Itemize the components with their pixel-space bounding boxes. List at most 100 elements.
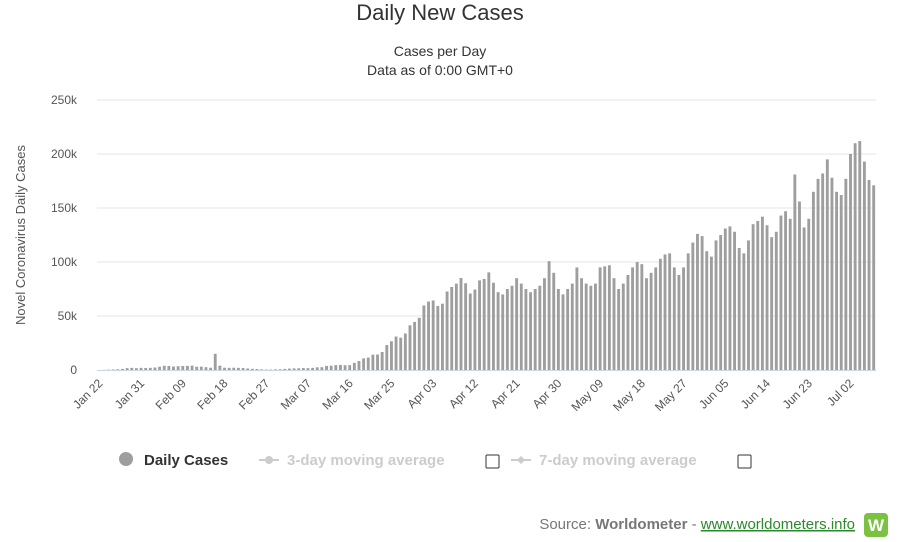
bar[interactable] [510, 285, 514, 370]
bar[interactable] [561, 294, 565, 370]
bar[interactable] [830, 177, 834, 370]
bar[interactable] [195, 366, 199, 370]
bar[interactable] [130, 367, 134, 370]
bar[interactable] [190, 365, 194, 370]
bar[interactable] [682, 267, 685, 370]
bar[interactable] [441, 303, 444, 370]
bar[interactable] [450, 286, 454, 370]
bar[interactable] [807, 218, 811, 370]
bar[interactable] [672, 267, 676, 370]
bar[interactable] [723, 228, 727, 370]
bar[interactable] [533, 289, 537, 370]
bar[interactable] [213, 353, 217, 370]
bar[interactable] [482, 278, 486, 370]
bar[interactable] [459, 277, 463, 370]
bar[interactable] [617, 289, 621, 370]
bar[interactable] [519, 283, 523, 370]
bar[interactable] [811, 191, 815, 370]
bar[interactable] [292, 368, 296, 370]
bar[interactable] [798, 201, 801, 370]
bar[interactable] [394, 336, 398, 370]
bar[interactable] [844, 178, 848, 370]
bar[interactable] [427, 301, 430, 370]
bar[interactable] [691, 242, 695, 370]
bar[interactable] [454, 283, 458, 370]
bar[interactable] [236, 367, 240, 370]
bar[interactable] [821, 173, 825, 370]
bar[interactable] [116, 369, 120, 370]
bar[interactable] [649, 272, 653, 370]
bar[interactable] [362, 358, 366, 370]
bar[interactable] [325, 365, 328, 370]
bar[interactable] [733, 231, 737, 370]
bar[interactable] [696, 233, 699, 370]
bar[interactable] [626, 274, 630, 370]
bar[interactable] [835, 191, 839, 370]
bar[interactable] [408, 325, 412, 370]
bar[interactable] [390, 341, 393, 370]
bar[interactable] [849, 154, 852, 370]
bar[interactable] [784, 211, 788, 370]
bar[interactable] [825, 159, 829, 370]
bar[interactable] [496, 292, 500, 370]
bar[interactable] [246, 368, 250, 370]
checkbox-3-day[interactable] [485, 454, 500, 469]
bar[interactable] [218, 365, 222, 370]
bar[interactable] [413, 321, 417, 370]
bar[interactable] [148, 367, 152, 370]
bar[interactable] [422, 305, 426, 370]
bar[interactable] [283, 368, 287, 370]
bar[interactable] [399, 337, 403, 370]
bar[interactable] [153, 367, 157, 370]
bar[interactable] [181, 366, 185, 370]
bar[interactable] [274, 369, 277, 370]
bar[interactable] [556, 289, 560, 370]
bar[interactable] [176, 366, 180, 370]
bar[interactable] [125, 368, 129, 370]
bar[interactable] [385, 345, 389, 370]
bar[interactable] [607, 265, 611, 370]
bar[interactable] [612, 278, 616, 370]
bar[interactable] [357, 361, 361, 370]
bar[interactable] [199, 366, 203, 370]
bar[interactable] [742, 253, 746, 370]
bar[interactable] [635, 262, 639, 370]
bar[interactable] [445, 291, 449, 370]
bar[interactable] [515, 278, 519, 370]
bar[interactable] [468, 293, 472, 370]
bar[interactable] [297, 368, 301, 370]
bar[interactable] [167, 366, 171, 370]
bar[interactable] [371, 354, 375, 370]
bar[interactable] [839, 195, 843, 370]
bar[interactable] [380, 351, 384, 370]
bar[interactable] [714, 240, 718, 370]
bar[interactable] [260, 369, 264, 370]
bar[interactable] [751, 224, 755, 370]
checkbox-7-day[interactable] [737, 454, 752, 469]
bar[interactable] [473, 289, 477, 370]
bar[interactable] [570, 283, 574, 370]
bar[interactable] [700, 236, 704, 370]
bar[interactable] [677, 274, 681, 370]
bar[interactable] [543, 278, 546, 370]
bar[interactable] [862, 161, 866, 370]
bar[interactable] [598, 267, 602, 370]
bar[interactable] [858, 141, 862, 370]
bar[interactable] [552, 272, 556, 370]
bar[interactable] [705, 251, 709, 370]
bar[interactable] [640, 264, 644, 370]
source-link[interactable]: www.worldometers.info [700, 516, 855, 533]
bar[interactable] [339, 364, 342, 370]
bar[interactable] [241, 368, 245, 370]
bar[interactable] [227, 367, 231, 370]
bar[interactable] [529, 292, 532, 370]
bar[interactable] [478, 280, 481, 370]
bar[interactable] [492, 282, 495, 370]
bar[interactable] [144, 367, 148, 370]
bar[interactable] [872, 185, 876, 370]
bar[interactable] [594, 283, 597, 370]
bar[interactable] [631, 267, 634, 370]
bar[interactable] [255, 369, 259, 370]
bar[interactable] [788, 218, 792, 370]
bar[interactable] [431, 300, 435, 370]
